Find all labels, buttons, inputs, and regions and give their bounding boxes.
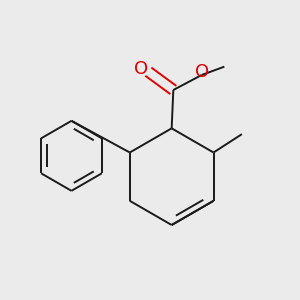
Text: O: O [134, 60, 148, 78]
Text: O: O [195, 63, 209, 81]
